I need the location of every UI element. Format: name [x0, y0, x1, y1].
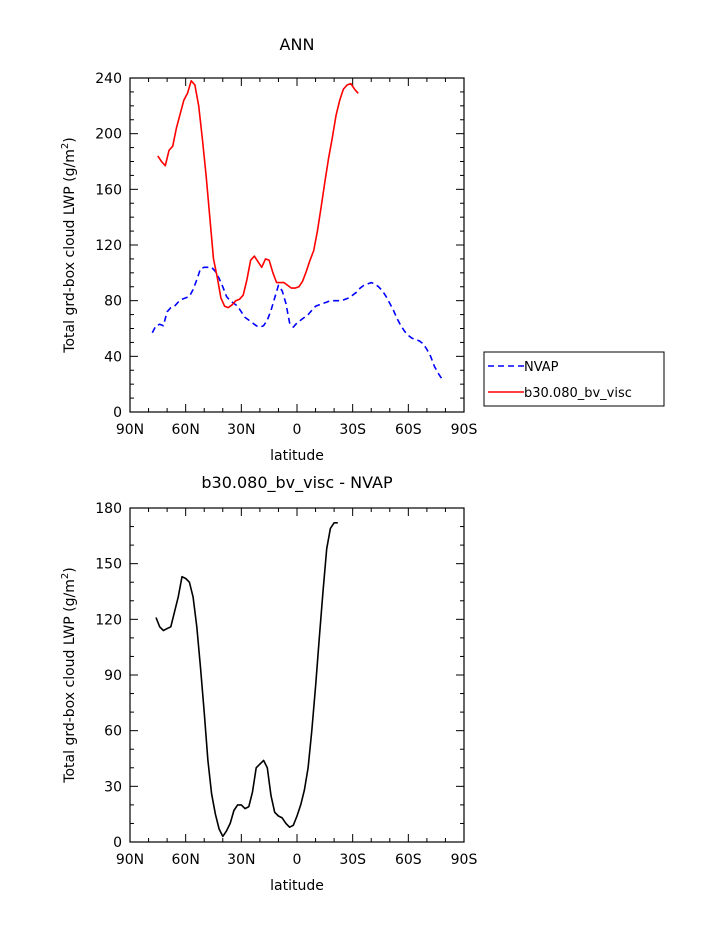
bottom-x-axis-label: latitude	[270, 878, 324, 894]
top-y-axis-label: Total grd-box cloud LWP (g/m2)	[60, 137, 78, 353]
top-plot-frame	[129, 77, 465, 413]
y-tick-label: 90	[104, 668, 122, 684]
x-tick-label: 0	[293, 422, 302, 438]
x-tick-label: 90S	[451, 422, 478, 438]
x-tick-label: 30N	[227, 852, 255, 868]
top-panel: ANN 90N 60N 30N 0 30S 60S 90S 0 40 80 120 160 200 240…	[60, 35, 665, 464]
y-tick-label: 40	[104, 349, 122, 365]
y-tick-label: 0	[113, 835, 122, 851]
top-series-lines	[151, 80, 443, 380]
y-tick-label: 150	[95, 557, 122, 573]
legend: NVAP b30.080_bv_visc	[483, 351, 665, 407]
y-tick-label: 200	[95, 127, 122, 143]
top-x-axis-label: latitude	[270, 448, 324, 464]
bottom-panel: b30.080_bv_visc - NVAP 90N 60N 30N 0 30S 60S 9…	[60, 473, 477, 894]
y-tick-label: 160	[95, 182, 122, 198]
x-tick-label: 30S	[339, 422, 366, 438]
x-tick-label: 30N	[227, 422, 255, 438]
x-tick-label: 60N	[172, 852, 200, 868]
x-tick-label: 60S	[395, 852, 422, 868]
x-tick-label: 90S	[451, 852, 478, 868]
top-chart-title: ANN	[280, 35, 315, 54]
bottom-series-lines	[155, 521, 338, 838]
y-tick-label: 60	[104, 724, 122, 740]
legend-box	[483, 351, 665, 407]
series-line-nvap	[151, 266, 443, 380]
y-tick-label: 80	[104, 294, 122, 310]
y-tick-label: 0	[113, 405, 122, 421]
x-tick-label: 90N	[116, 422, 144, 438]
legend-label-nvap: NVAP	[524, 360, 559, 375]
x-tick-label: 30S	[339, 852, 366, 868]
x-tick-label: 0	[293, 852, 302, 868]
y-tick-label: 240	[95, 71, 122, 87]
bottom-axis-ticks: 90N 60N 30N 0 30S 60S 90S 0 30 60 90 120 150 180	[95, 501, 477, 868]
y-tick-label: 180	[95, 501, 122, 517]
top-axis-ticks: 90N 60N 30N 0 30S 60S 90S 0 40 80 120 160 200 240	[95, 71, 477, 438]
x-tick-label: 90N	[116, 852, 144, 868]
series-line-difference	[155, 521, 338, 838]
y-tick-label: 30	[104, 779, 122, 795]
y-tick-label: 120	[95, 238, 122, 254]
x-tick-label: 60N	[172, 422, 200, 438]
series-line-b30-080-bv-visc	[157, 80, 359, 309]
legend-label-model: b30.080_bv_visc	[524, 386, 632, 401]
bottom-y-axis-label: Total grd-box cloud LWP (g/m2)	[60, 567, 78, 783]
bottom-chart-title: b30.080_bv_visc - NVAP	[201, 473, 393, 493]
y-tick-label: 120	[95, 612, 122, 628]
x-tick-label: 60S	[395, 422, 422, 438]
bottom-plot-frame	[129, 507, 465, 843]
